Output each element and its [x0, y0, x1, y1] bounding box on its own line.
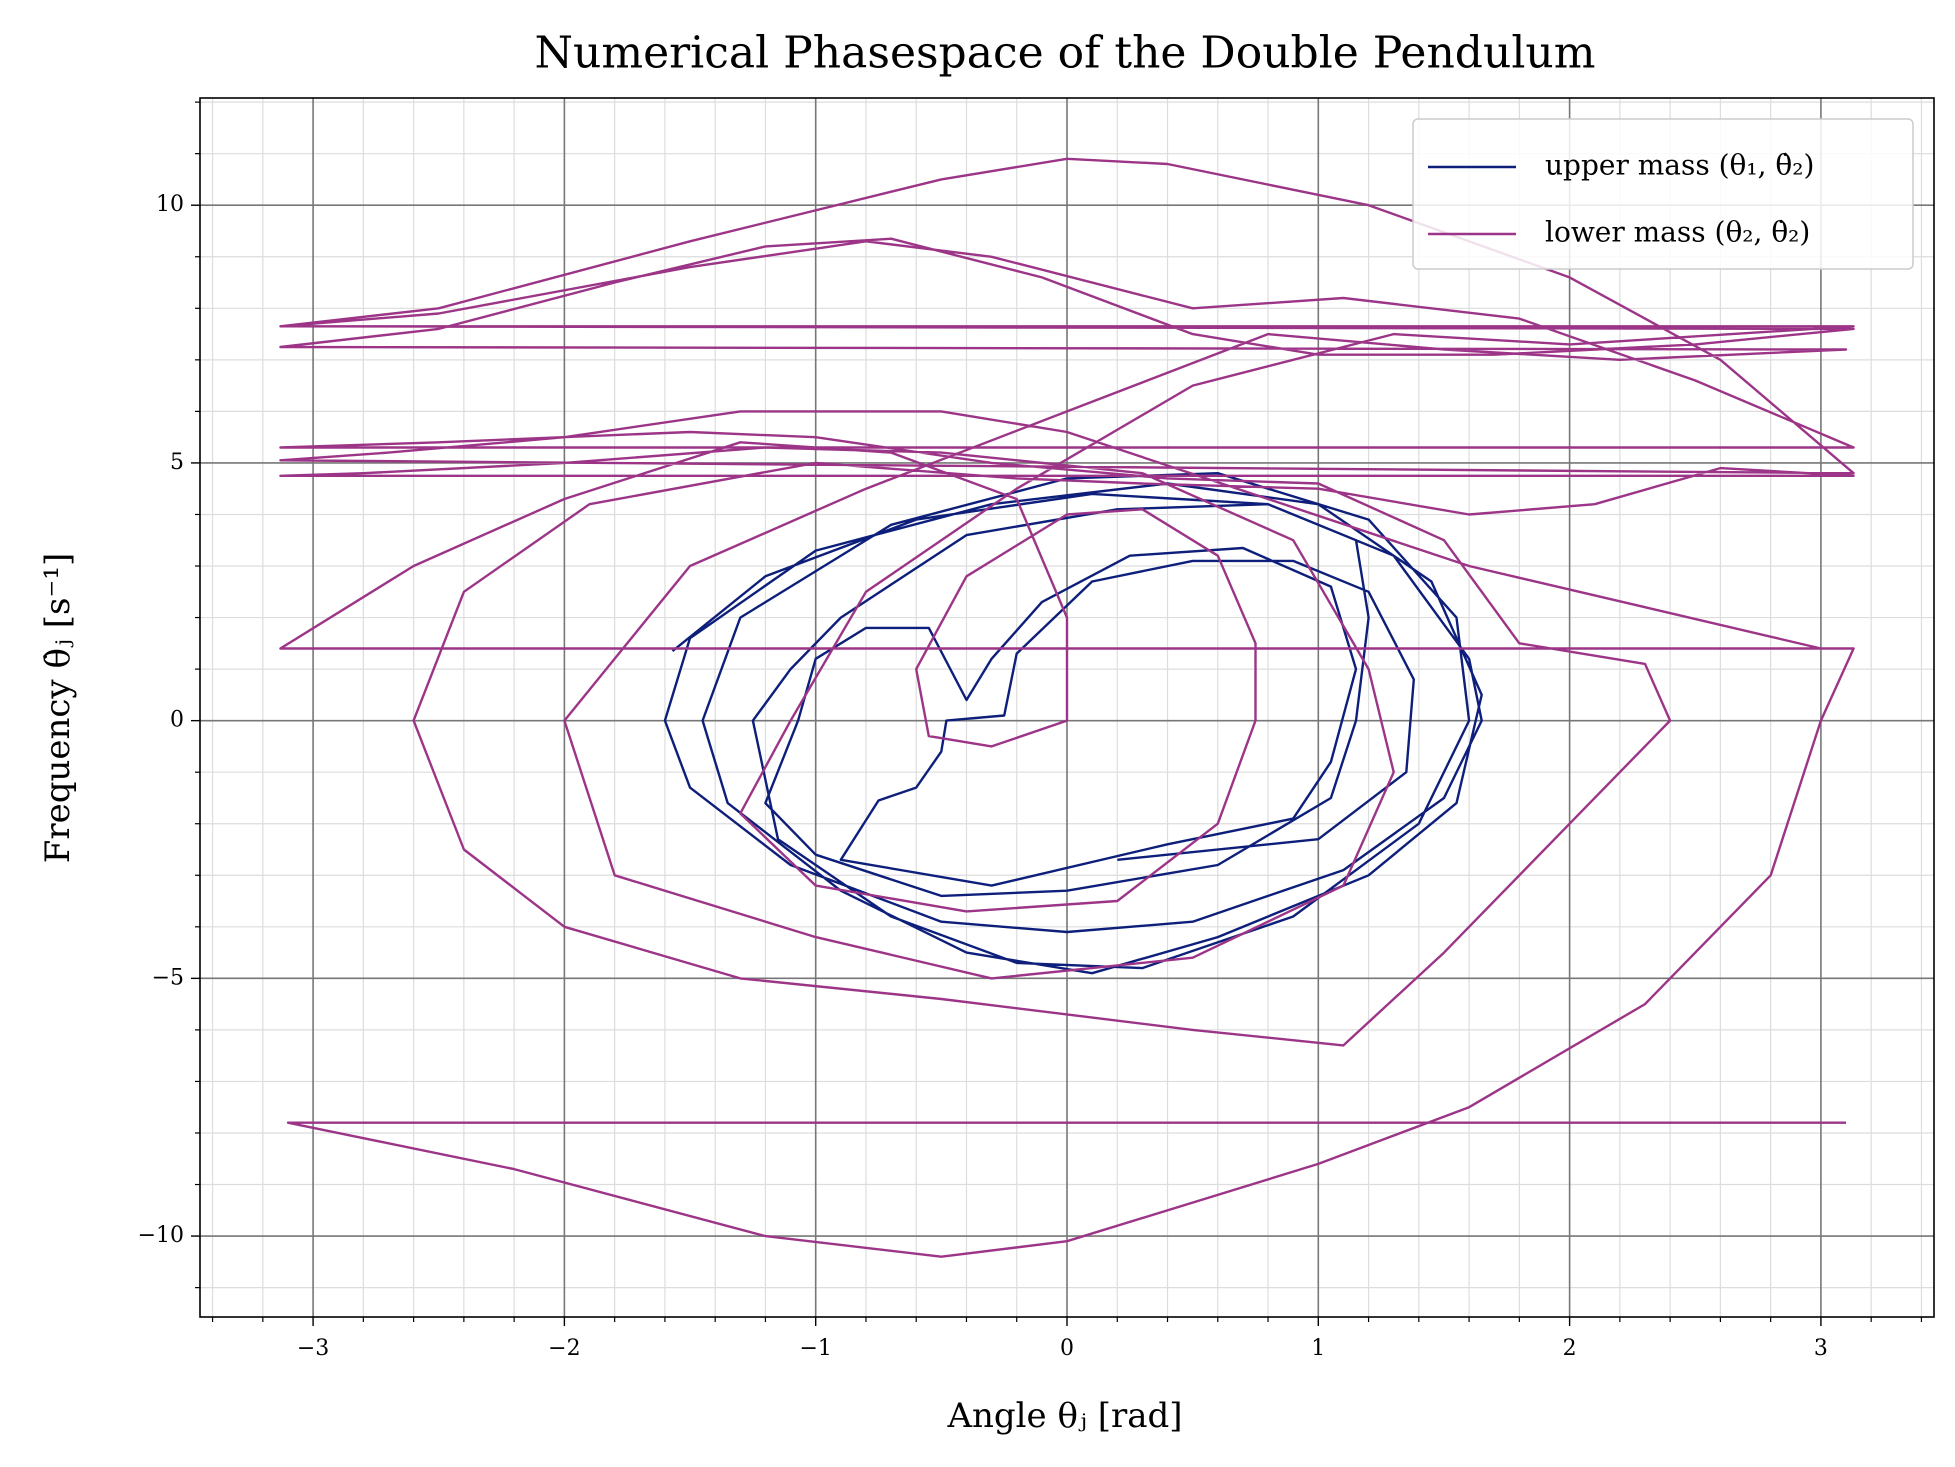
legend-label: lower mass (θ₂, θ̇₂)	[1545, 216, 1810, 249]
plot-area	[279, 157, 1855, 1258]
x-tick-label: −1	[799, 1336, 831, 1361]
legend-label: upper mass (θ₁, θ̇₂)	[1545, 149, 1814, 182]
y-tick-label: −10	[138, 1223, 184, 1248]
x-tick-label: 2	[1563, 1336, 1577, 1361]
x-tick-label: 0	[1060, 1336, 1074, 1361]
x-tick-label: −3	[297, 1336, 329, 1361]
y-tick-label: −5	[152, 965, 184, 990]
legend: upper mass (θ₁, θ̇₂) lower mass (θ₂, θ̇₂)	[1412, 118, 1914, 270]
y-tick-label: 5	[170, 450, 184, 475]
series-line	[279, 157, 1855, 1258]
y-axis-label: Frequency θ̇ⱼ [s⁻¹]	[38, 553, 78, 864]
x-tick-label: 1	[1311, 1336, 1325, 1361]
chart-title: Numerical Phasespace of the Double Pendu…	[535, 28, 1596, 79]
y-tick-label: 10	[156, 192, 184, 217]
x-tick-label: −2	[548, 1336, 580, 1361]
legend-box	[1412, 118, 1914, 270]
x-tick-label: 3	[1814, 1336, 1828, 1361]
series-line	[663, 472, 1483, 975]
x-axis-label: Angle θⱼ [rad]	[946, 1396, 1182, 1436]
y-tick-label: 0	[170, 708, 184, 733]
